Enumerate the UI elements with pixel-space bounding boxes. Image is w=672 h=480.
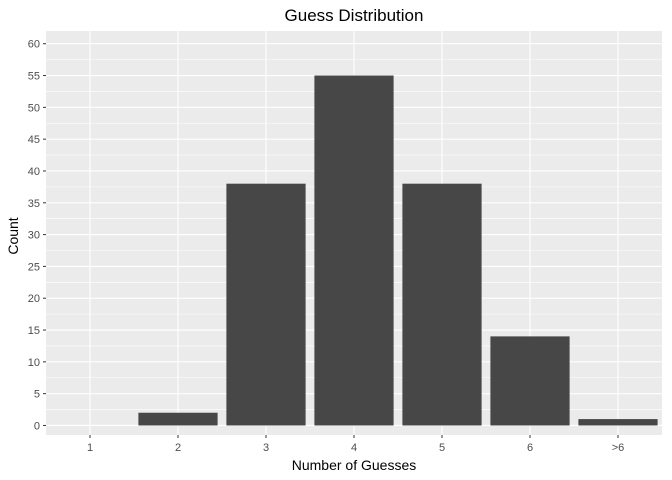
y-axis: 0 5 10 15 20 25 30 35 40 45 50 55 60	[28, 39, 46, 432]
y-tick-label: 55	[28, 71, 40, 83]
y-tick-label: 10	[28, 357, 40, 369]
y-tick-label: 50	[28, 102, 40, 114]
x-tick-label: >6	[612, 442, 625, 454]
x-tick-label: 1	[87, 442, 93, 454]
bar-2	[138, 412, 218, 426]
bar-gt6	[578, 419, 658, 426]
y-tick-label: 0	[34, 420, 40, 432]
y-tick-label: 60	[28, 39, 40, 51]
bar-3	[226, 183, 306, 426]
y-tick-label: 20	[28, 293, 40, 305]
bar-6	[490, 336, 570, 426]
y-tick-label: 25	[28, 261, 40, 273]
x-tick-label: 2	[175, 442, 181, 454]
bar-4	[314, 75, 394, 426]
bar-5	[402, 183, 482, 426]
y-tick-label: 45	[28, 134, 40, 146]
x-tick-label: 3	[263, 442, 269, 454]
chart-title: Guess Distribution	[285, 6, 424, 25]
y-tick-label: 35	[28, 198, 40, 210]
y-axis-title: Count	[5, 217, 21, 254]
x-tick-label: 6	[527, 442, 533, 454]
bars	[138, 75, 658, 426]
y-tick-label: 40	[28, 166, 40, 178]
y-tick-label: 5	[34, 389, 40, 401]
y-tick-label: 15	[28, 325, 40, 337]
x-tick-label: 4	[351, 442, 357, 454]
x-axis-title: Number of Guesses	[292, 457, 417, 473]
x-axis: 1 2 3 4 5 6 >6	[87, 435, 624, 454]
x-tick-label: 5	[439, 442, 445, 454]
y-tick-label: 30	[28, 230, 40, 242]
